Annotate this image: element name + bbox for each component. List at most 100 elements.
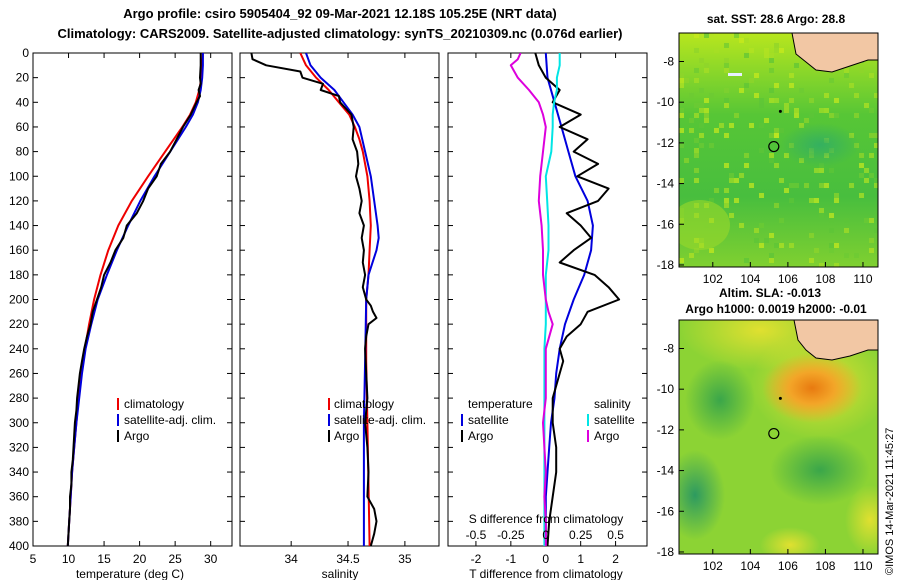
legend-label-climatology: climatology bbox=[124, 397, 184, 411]
sst-y-tick-label: -14 bbox=[657, 177, 675, 191]
y-tick-label: 300 bbox=[9, 416, 29, 430]
sst-x-tick-label: 102 bbox=[703, 272, 723, 286]
y-tick-label: 60 bbox=[16, 120, 30, 134]
legend-label-argo: Argo bbox=[334, 429, 360, 443]
y-tick-label: 260 bbox=[9, 366, 29, 380]
sst-x-tick-label: 108 bbox=[815, 272, 835, 286]
sst-y-tick-label: -18 bbox=[657, 258, 675, 272]
x-tick-label: 1 bbox=[577, 552, 584, 566]
x-tick-label: 30 bbox=[204, 552, 218, 566]
x-tick-label: 2 bbox=[612, 552, 619, 566]
y-tick-label: 280 bbox=[9, 391, 29, 405]
y-tick-label: 220 bbox=[9, 317, 29, 331]
x-tick-label: 25 bbox=[168, 552, 182, 566]
sla-map-title-line-1: Altim. SLA: -0.013 bbox=[719, 286, 821, 300]
temperature-legend: climatology satellite-adj. clim. Argo bbox=[117, 397, 216, 443]
y-tick-label: 400 bbox=[9, 539, 29, 553]
sla-x-tick-label: 110 bbox=[853, 559, 872, 573]
y-tick-label: 360 bbox=[9, 490, 29, 504]
sst-island-marker bbox=[778, 109, 782, 113]
legend-label-temperature-argo: Argo bbox=[468, 429, 494, 443]
sla-argo-position-marker bbox=[768, 427, 780, 440]
sla-x-tick-label: 106 bbox=[778, 559, 798, 573]
y-tick-label: 120 bbox=[9, 194, 29, 208]
legend-label-salinity-argo: Argo bbox=[594, 429, 620, 443]
s-difference-axis-label: S difference from climatology bbox=[469, 512, 624, 526]
salinity-xlabel: salinity bbox=[322, 567, 359, 580]
legend-label-satellite: satellite-adj. clim. bbox=[124, 413, 216, 427]
sla-y-tick-label: -18 bbox=[657, 545, 675, 559]
sla-y-tick-label: -16 bbox=[657, 504, 675, 518]
sla-y-tick-label: -14 bbox=[657, 464, 675, 478]
sla-x-tick-label: 104 bbox=[740, 559, 760, 573]
legend-heading-temperature: temperature bbox=[468, 397, 533, 411]
x-tick-label: 0 bbox=[542, 552, 549, 566]
x-tick-label: 15 bbox=[97, 552, 111, 566]
y-tick-label: 80 bbox=[16, 145, 30, 159]
sst-argo-position-marker bbox=[768, 140, 780, 153]
s-difference-tick-label: -0.25 bbox=[497, 528, 525, 542]
x-tick-label: -2 bbox=[471, 552, 482, 566]
temperature-panel-frame bbox=[32, 52, 233, 547]
y-tick-label: 140 bbox=[9, 219, 29, 233]
series-line-temperature-satellite bbox=[544, 53, 594, 546]
sla-map-field bbox=[679, 320, 878, 554]
x-tick-label: 35 bbox=[398, 552, 412, 566]
series-line-argo bbox=[250, 53, 378, 546]
x-tick-label: 5 bbox=[30, 552, 37, 566]
s-difference-tick-label: 0.5 bbox=[607, 528, 624, 542]
legend-label-climatology: climatology bbox=[334, 397, 394, 411]
sst-y-tick-label: -10 bbox=[657, 95, 675, 109]
figure-title-line-1: Argo profile: csiro 5905404_92 09-Mar-20… bbox=[123, 6, 557, 21]
sst-y-tick-label: -8 bbox=[663, 54, 674, 68]
sla-x-tick-label: 102 bbox=[703, 559, 723, 573]
legend-heading-salinity: salinity bbox=[594, 397, 631, 411]
y-tick-label: 180 bbox=[9, 268, 29, 282]
y-tick-label: 160 bbox=[9, 243, 29, 257]
y-tick-label: 20 bbox=[16, 71, 30, 85]
y-tick-label: 340 bbox=[9, 465, 29, 479]
sst-x-tick-label: 110 bbox=[853, 272, 872, 286]
s-difference-tick-label: -0.5 bbox=[466, 528, 487, 542]
sla-y-tick-label: -8 bbox=[663, 341, 674, 355]
sla-map-title-line-2: Argo h1000: 0.0019 h2000: -0.01 bbox=[685, 302, 867, 316]
sst-map-title: sat. SST: 28.6 Argo: 28.8 bbox=[707, 12, 846, 26]
difference-xlabel: T difference from climatology bbox=[469, 567, 623, 580]
sst-map-field bbox=[679, 33, 878, 267]
x-tick-label: 20 bbox=[133, 552, 147, 566]
x-tick-label: 34.5 bbox=[336, 552, 360, 566]
y-tick-label: 320 bbox=[9, 440, 29, 454]
imos-timestamp: ©IMOS 14-Mar-2021 11:45:27 bbox=[884, 427, 896, 575]
salinity-legend: climatology satellite-adj. clim. Argo bbox=[328, 397, 426, 443]
x-tick-label: 34 bbox=[284, 552, 298, 566]
y-tick-label: 100 bbox=[9, 169, 29, 183]
difference-legend: temperature satellite Argo salinity sate… bbox=[461, 397, 635, 443]
sla-x-tick-label: 108 bbox=[815, 559, 835, 573]
series-line-argo bbox=[66, 53, 202, 546]
series-line-salinity-argo bbox=[509, 53, 554, 546]
y-tick-label: 380 bbox=[9, 514, 29, 528]
temperature-xlabel: temperature (deg C) bbox=[76, 567, 184, 580]
y-tick-label: 0 bbox=[22, 46, 29, 60]
legend-label-argo: Argo bbox=[124, 429, 150, 443]
sst-x-tick-label: 104 bbox=[740, 272, 760, 286]
sla-island-marker bbox=[778, 396, 782, 400]
sla-y-tick-label: -12 bbox=[657, 423, 675, 437]
y-tick-label: 40 bbox=[16, 95, 30, 109]
sst-map-frame bbox=[678, 32, 879, 268]
s-difference-tick-label: 0.25 bbox=[569, 528, 593, 542]
sst-y-tick-label: -16 bbox=[657, 217, 675, 231]
sst-y-tick-label: -12 bbox=[657, 136, 675, 150]
y-tick-label: 240 bbox=[9, 342, 29, 356]
x-tick-label: -1 bbox=[506, 552, 517, 566]
legend-label-temperature-satellite: satellite bbox=[468, 413, 509, 427]
y-tick-label: 200 bbox=[9, 293, 29, 307]
x-tick-label: 10 bbox=[62, 552, 76, 566]
salinity-panel-frame bbox=[239, 52, 440, 547]
s-difference-tick-label: 0 bbox=[542, 528, 549, 542]
legend-label-satellite: satellite-adj. clim. bbox=[334, 413, 426, 427]
figure-title-line-2: Climatology: CARS2009. Satellite-adjuste… bbox=[57, 26, 623, 41]
series-line-temperature-argo bbox=[534, 53, 621, 546]
sla-map-frame bbox=[678, 319, 879, 555]
